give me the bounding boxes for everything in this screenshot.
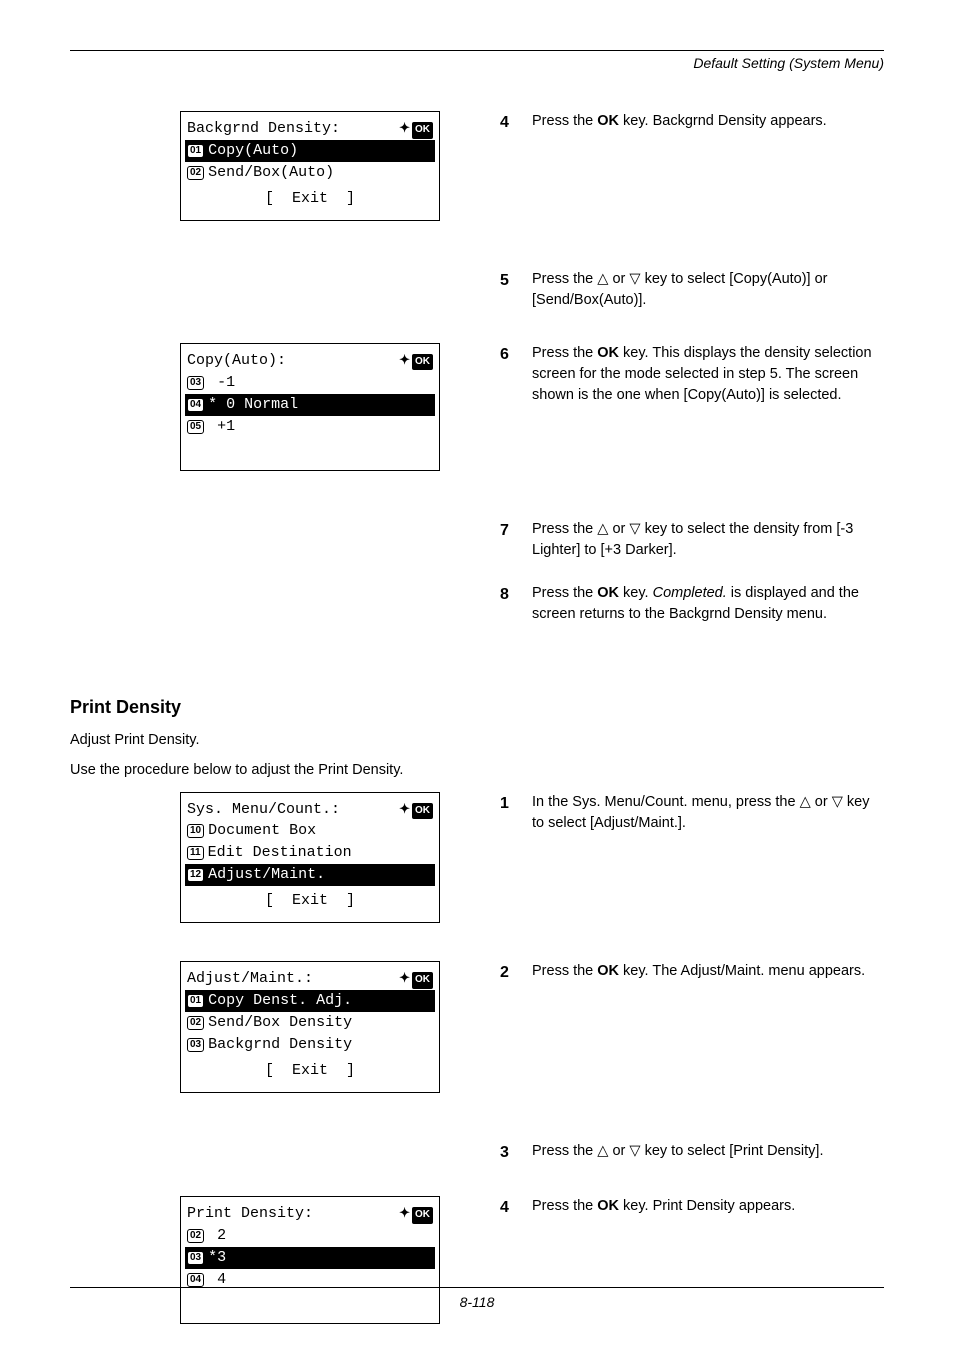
step-4-text: Press the OK key. Backgrnd Density appea… xyxy=(532,111,884,134)
footer-rule xyxy=(70,1287,884,1288)
footer: 8-118 xyxy=(0,1287,954,1310)
row-step5: 5 Press the or key to select [Copy(Auto)… xyxy=(70,269,884,333)
page-number: 8-118 xyxy=(460,1294,495,1310)
section-p2: Use the procedure below to adjust the Pr… xyxy=(70,762,884,778)
row-lcd4: Adjust/Maint.:✦OK01Copy Denst. Adj.02Sen… xyxy=(70,961,884,1121)
step-7-text: Press the or key to select the density f… xyxy=(532,519,884,561)
step-b2: 2 Press the OK key. The Adjust/Maint. me… xyxy=(500,961,884,984)
step-b3-text: Press the or key to select [Print Densit… xyxy=(532,1141,884,1164)
lcd-adjust-maint: Adjust/Maint.:✦OK01Copy Denst. Adj.02Sen… xyxy=(180,961,440,1093)
step-b4: 4 Press the OK key. Print Density appear… xyxy=(500,1196,884,1219)
row-lcd3: Sys. Menu/Count.:✦OK10Document Box11Edit… xyxy=(70,792,884,952)
step-b4-text: Press the OK key. Print Density appears. xyxy=(532,1196,884,1219)
step-b2-text: Press the OK key. The Adjust/Maint. menu… xyxy=(532,961,884,984)
step-7: 7 Press the or key to select the density… xyxy=(500,519,884,561)
step-4: 4 Press the OK key. Backgrnd Density app… xyxy=(500,111,884,134)
step-5-text: Press the or key to select [Copy(Auto)] … xyxy=(532,269,884,311)
step-5: 5 Press the or key to select [Copy(Auto)… xyxy=(500,269,884,311)
row-lcd5: Print Density:✦OK02 203*304 4 4 Press th… xyxy=(70,1196,884,1352)
row-step34: 3 Press the or key to select [Print Dens… xyxy=(70,1141,884,1186)
step-b1: 1 In the Sys. Menu/Count. menu, press th… xyxy=(500,792,884,834)
row-lcd1: Backgrnd Density:✦OK01Copy(Auto)02Send/B… xyxy=(70,111,884,249)
header-title: Default Setting (System Menu) xyxy=(70,55,884,71)
row-step78: 7 Press the or key to select the density… xyxy=(70,519,884,647)
lcd-backgrnd-density: Backgrnd Density:✦OK01Copy(Auto)02Send/B… xyxy=(180,111,440,221)
step-8: 8 Press the OK key. Completed. is displa… xyxy=(500,583,884,625)
lcd-copy-auto: Copy(Auto):✦OK03 -104* 0 Normal05 +1 xyxy=(180,343,440,471)
step-6: 6 Press the OK key. This displays the de… xyxy=(500,343,884,406)
section-p1: Adjust Print Density. xyxy=(70,732,884,748)
lcd-sys-menu: Sys. Menu/Count.:✦OK10Document Box11Edit… xyxy=(180,792,440,924)
step-6-text: Press the OK key. This displays the dens… xyxy=(532,343,884,406)
row-lcd2: Copy(Auto):✦OK03 -104* 0 Normal05 +1 6 P… xyxy=(70,343,884,499)
step-b1-text: In the Sys. Menu/Count. menu, press the … xyxy=(532,792,884,834)
step-b3: 3 Press the or key to select [Print Dens… xyxy=(500,1141,884,1164)
header-rule xyxy=(70,50,884,51)
section-heading: Print Density xyxy=(70,697,884,718)
step-8-text: Press the OK key. Completed. is displaye… xyxy=(532,583,884,625)
